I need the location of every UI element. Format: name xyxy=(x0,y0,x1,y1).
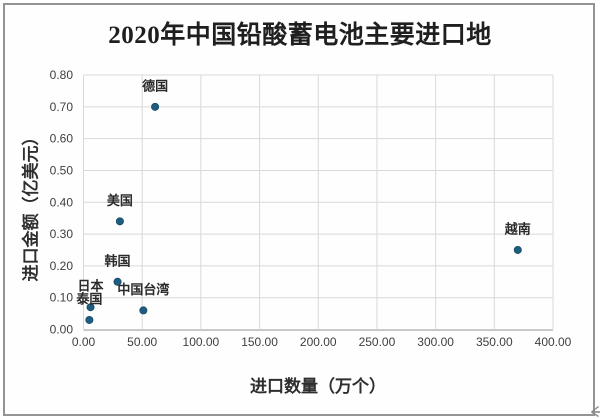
data-point xyxy=(151,102,160,111)
x-tick-label: 150.00 xyxy=(241,335,278,349)
y-tick-label: 0.50 xyxy=(50,163,74,177)
x-tick-label: 400.00 xyxy=(535,335,572,349)
y-tick-label: 0.80 xyxy=(50,68,74,82)
y-tick-label: 0.60 xyxy=(50,132,74,146)
x-tick-label: 50.00 xyxy=(127,335,157,349)
mouse-cursor-stroke xyxy=(591,405,599,413)
data-point-label: 泰国 xyxy=(75,291,102,306)
y-tick-label: 0.00 xyxy=(50,323,74,337)
data-point xyxy=(85,315,94,324)
chart-title: 2020年中国铅酸蓄电池主要进口地 xyxy=(108,22,492,49)
data-point xyxy=(139,306,148,315)
mouse-cursor-icon xyxy=(591,405,600,417)
y-tick-label: 0.30 xyxy=(50,227,74,241)
x-tick-label: 200.00 xyxy=(300,335,337,349)
data-point-label: 越南 xyxy=(504,221,531,236)
mouse-cursor-stroke xyxy=(591,411,599,417)
x-tick-label: 250.00 xyxy=(359,335,396,349)
y-tick-label: 0.70 xyxy=(50,100,74,114)
data-point-label: 中国台湾 xyxy=(117,282,169,297)
data-point xyxy=(513,245,522,254)
data-point xyxy=(113,277,122,286)
data-point-label: 美国 xyxy=(107,193,133,208)
chart-frame xyxy=(3,3,595,416)
x-tick-label: 300.00 xyxy=(417,335,454,349)
y-tick-label: 0.10 xyxy=(50,291,74,305)
data-point xyxy=(86,303,95,312)
data-point-label: 韩国 xyxy=(105,253,131,268)
x-axis-title-text: 进口数量（万个） xyxy=(250,377,386,396)
x-tick-label: 100.00 xyxy=(183,335,220,349)
x-tick-label: 0.00 xyxy=(72,335,96,349)
data-point-label: 德国 xyxy=(142,78,168,93)
data-point xyxy=(115,217,124,226)
data-point-label: 日本 xyxy=(78,279,104,294)
y-tick-label: 0.40 xyxy=(50,195,74,209)
x-tick-label: 350.00 xyxy=(476,335,513,349)
y-tick-label: 0.20 xyxy=(50,259,74,273)
